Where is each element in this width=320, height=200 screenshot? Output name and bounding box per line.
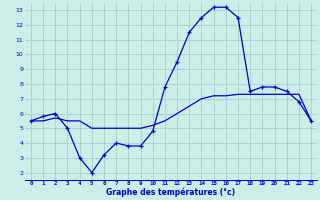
X-axis label: Graphe des températures (°c): Graphe des températures (°c) bbox=[107, 188, 236, 197]
